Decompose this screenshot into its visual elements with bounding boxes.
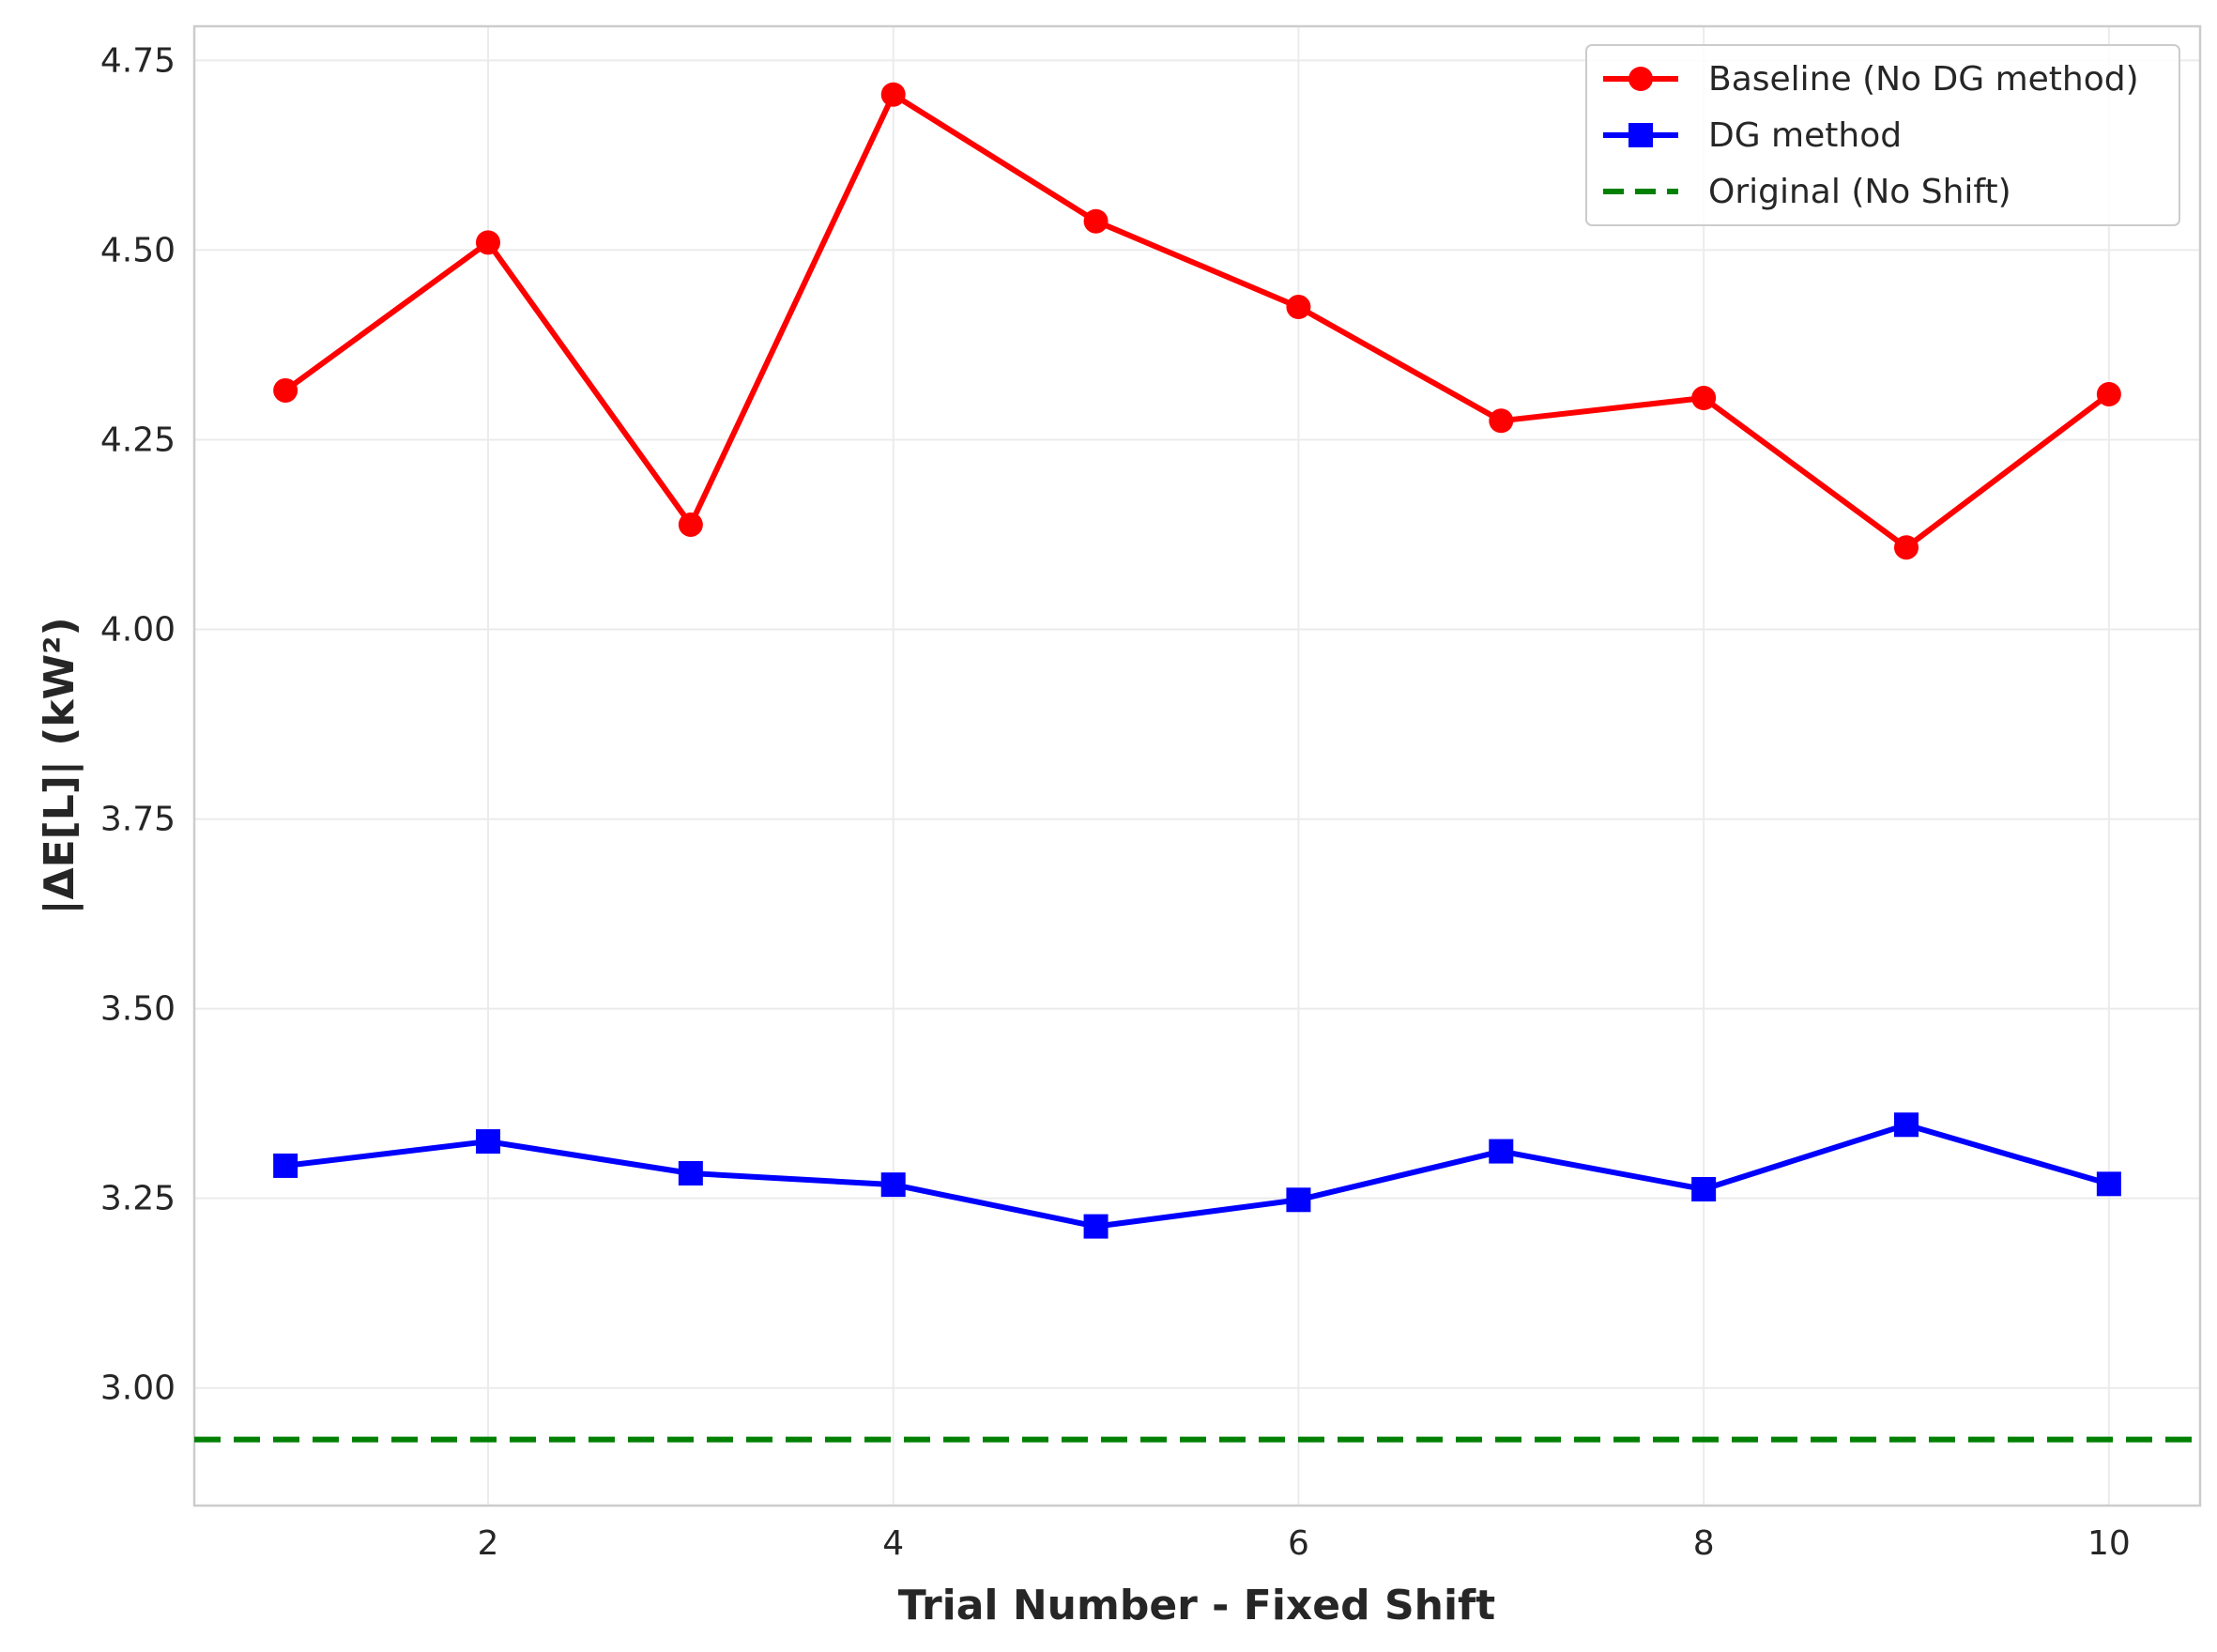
series-1 [273,82,2121,560]
legend-label: DG method [1708,116,1902,155]
data-point [1894,535,1919,560]
legend-label: Original (No Shift) [1708,173,2011,211]
series [273,82,2121,1239]
data-point [1083,1214,1108,1239]
series-line [283,91,2111,551]
legend-marker [1628,67,1653,91]
data-point [475,230,500,255]
legend-marker [1628,123,1653,147]
grid [194,26,2200,1506]
data-point [475,1129,500,1155]
legend-box [1585,44,2180,226]
tick-labels: 3.00 3.25 3.50 3.75 4.00 4.25 4.50 4.75 2 4 6 8 10 [100,41,2131,1563]
x-tick-label: 10 [2087,1524,2131,1563]
data-point [2096,1171,2121,1197]
data-point [880,1172,906,1198]
y-tick-label: 3.00 [100,1369,176,1408]
data-point [1286,1187,1311,1213]
x-tick-label: 6 [1288,1524,1309,1563]
data-point [273,377,298,403]
legend-label: Baseline (No DG method) [1708,60,2139,99]
data-point [1691,386,1717,411]
data-point [1286,295,1311,320]
x-axis-title: Trial Number - Fixed Shift [898,1582,1495,1629]
x-tick-label: 2 [478,1524,499,1563]
data-point [678,512,703,537]
y-tick-label: 4.75 [100,41,176,80]
legend: Baseline (No DG method) DG method Original… [1585,44,2180,226]
y-tick-label: 4.25 [100,421,176,459]
x-tick-label: 8 [1693,1524,1715,1563]
y-tick-label: 4.00 [100,611,176,650]
x-tick-label: 4 [882,1524,904,1563]
data-point [273,1153,298,1178]
data-point [880,82,906,107]
y-tick-label: 4.50 [100,231,176,269]
data-point [1894,1112,1919,1138]
data-point [1489,1139,1514,1164]
series-2 [273,1112,2121,1239]
y-tick-label: 3.50 [100,990,176,1029]
y-tick-label: 3.75 [100,801,176,839]
data-point [1489,408,1514,434]
data-point [678,1161,703,1186]
data-point [2096,381,2121,406]
y-tick-label: 3.25 [100,1180,176,1218]
series-line [284,1122,2110,1230]
data-point [1691,1176,1717,1201]
data-point [1083,208,1108,234]
y-axis-title: |ΔE[L]| (kW²) [36,617,84,914]
plot-frame [192,24,2202,1507]
